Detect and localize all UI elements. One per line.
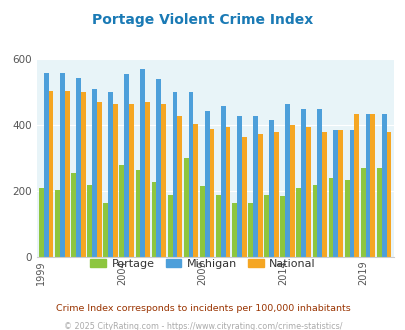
Bar: [322, 132, 326, 257]
Bar: [49, 91, 53, 257]
Bar: [381, 114, 386, 257]
Bar: [124, 74, 129, 257]
Bar: [113, 104, 117, 257]
Bar: [386, 132, 390, 257]
Bar: [280, 196, 284, 257]
Bar: [177, 115, 182, 257]
Bar: [156, 79, 161, 257]
Bar: [129, 104, 134, 257]
Bar: [71, 173, 76, 257]
Bar: [76, 78, 81, 257]
Bar: [135, 170, 140, 257]
Bar: [44, 73, 49, 257]
Bar: [92, 89, 97, 257]
Bar: [376, 168, 381, 257]
Bar: [64, 91, 69, 257]
Bar: [97, 102, 102, 257]
Bar: [344, 180, 349, 257]
Bar: [301, 109, 305, 257]
Bar: [188, 92, 193, 257]
Bar: [257, 134, 262, 257]
Bar: [284, 104, 289, 257]
Bar: [252, 115, 257, 257]
Bar: [289, 125, 294, 257]
Bar: [337, 130, 342, 257]
Bar: [349, 130, 354, 257]
Bar: [273, 132, 278, 257]
Bar: [87, 185, 92, 257]
Bar: [333, 130, 337, 257]
Bar: [247, 203, 252, 257]
Text: Crime Index corresponds to incidents per 100,000 inhabitants: Crime Index corresponds to incidents per…: [55, 304, 350, 313]
Bar: [167, 195, 172, 257]
Bar: [215, 195, 220, 257]
Bar: [60, 73, 64, 257]
Bar: [305, 127, 310, 257]
Bar: [237, 115, 241, 257]
Bar: [225, 127, 230, 257]
Bar: [183, 158, 188, 257]
Bar: [264, 195, 269, 257]
Bar: [151, 182, 156, 257]
Bar: [209, 129, 214, 257]
Bar: [328, 178, 333, 257]
Bar: [220, 106, 225, 257]
Bar: [119, 165, 124, 257]
Bar: [193, 124, 198, 257]
Bar: [296, 188, 301, 257]
Bar: [370, 114, 374, 257]
Bar: [241, 137, 246, 257]
Bar: [81, 92, 85, 257]
Bar: [145, 102, 149, 257]
Bar: [317, 109, 322, 257]
Bar: [312, 185, 317, 257]
Bar: [55, 190, 60, 257]
Bar: [365, 114, 370, 257]
Bar: [39, 188, 44, 257]
Legend: Portage, Michigan, National: Portage, Michigan, National: [85, 254, 320, 273]
Text: © 2025 CityRating.com - https://www.cityrating.com/crime-statistics/: © 2025 CityRating.com - https://www.city…: [64, 322, 341, 330]
Bar: [204, 111, 209, 257]
Text: Portage Violent Crime Index: Portage Violent Crime Index: [92, 13, 313, 27]
Bar: [232, 203, 237, 257]
Bar: [140, 69, 145, 257]
Bar: [354, 114, 358, 257]
Bar: [172, 92, 177, 257]
Bar: [199, 186, 204, 257]
Bar: [360, 168, 365, 257]
Bar: [161, 104, 166, 257]
Bar: [103, 203, 108, 257]
Bar: [269, 120, 273, 257]
Bar: [108, 92, 113, 257]
